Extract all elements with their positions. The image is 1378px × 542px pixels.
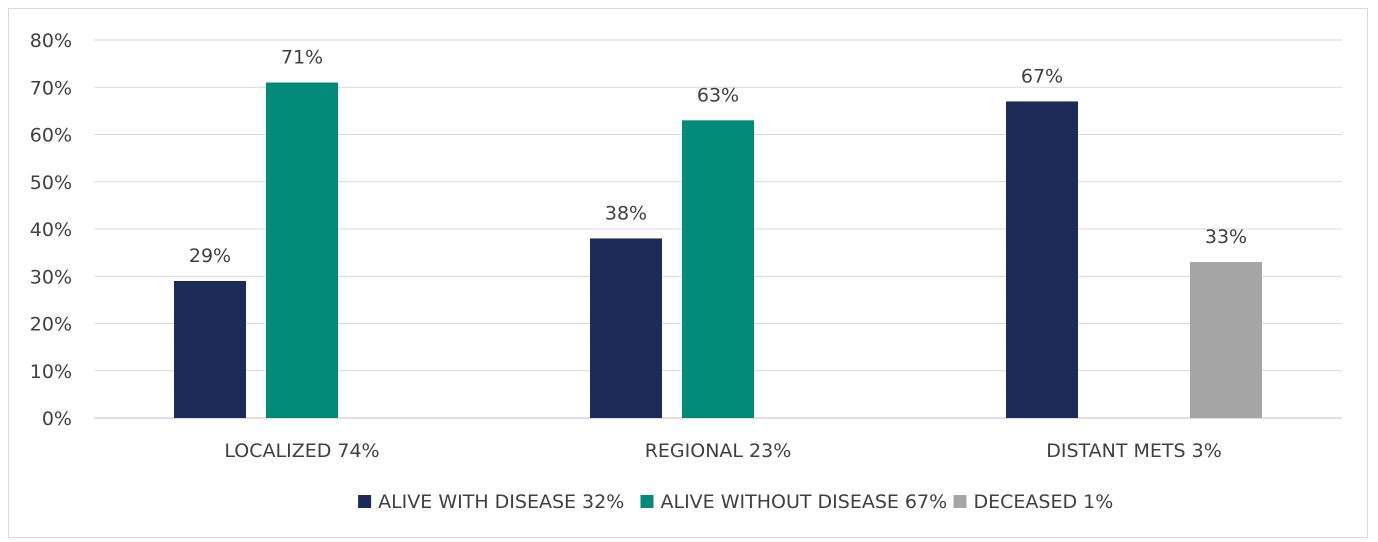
y-tick-label: 80% bbox=[30, 30, 72, 52]
data-label: 67% bbox=[1021, 65, 1063, 87]
legend-swatch bbox=[953, 495, 967, 508]
x-category-label: REGIONAL 23% bbox=[645, 440, 792, 462]
data-label: 63% bbox=[697, 84, 739, 106]
x-category-label: DISTANT METS 3% bbox=[1046, 440, 1222, 462]
bar bbox=[266, 82, 338, 419]
legend-swatch bbox=[640, 495, 654, 508]
data-label: 38% bbox=[605, 202, 647, 224]
y-tick-label: 60% bbox=[30, 125, 72, 147]
y-tick-label: 20% bbox=[30, 314, 72, 336]
y-tick-label: 30% bbox=[30, 266, 72, 288]
legend-label: DECEASED 1% bbox=[974, 491, 1114, 513]
x-category-label: LOCALIZED 74% bbox=[224, 440, 379, 462]
data-label: 71% bbox=[281, 47, 323, 69]
y-tick-label: 10% bbox=[30, 361, 72, 383]
y-tick-label: 0% bbox=[42, 408, 72, 430]
bar bbox=[682, 120, 754, 418]
y-tick-label: 50% bbox=[30, 172, 72, 194]
bar bbox=[1006, 101, 1078, 419]
bar bbox=[174, 280, 246, 418]
bar bbox=[1190, 262, 1262, 418]
legend-label: ALIVE WITH DISEASE 32% bbox=[378, 491, 624, 513]
bar bbox=[590, 238, 662, 418]
data-label: 29% bbox=[189, 245, 231, 267]
y-tick-label: 40% bbox=[30, 219, 72, 241]
data-label: 33% bbox=[1205, 226, 1247, 248]
y-tick-label: 70% bbox=[30, 77, 72, 99]
legend-label: ALIVE WITHOUT DISEASE 67% bbox=[661, 491, 948, 513]
legend-swatch bbox=[358, 495, 372, 508]
